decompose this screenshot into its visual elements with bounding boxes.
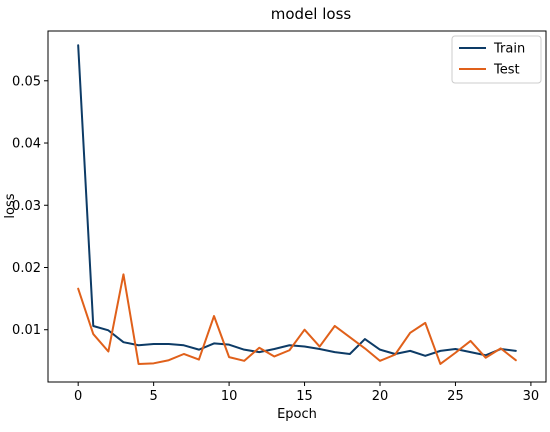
legend: Train Test — [451, 35, 542, 84]
y-tick-label: 0.04 — [12, 137, 41, 152]
plot-frame — [47, 30, 547, 383]
y-tick-label: 0.01 — [12, 323, 41, 338]
series-line-train — [77, 44, 517, 357]
y-tick-label: 0.03 — [12, 199, 41, 214]
y-axis: 0.01 0.02 0.03 0.04 0.05 — [12, 74, 48, 338]
series-line-test — [77, 273, 517, 365]
legend-label-test: Test — [493, 63, 520, 78]
x-tick-label: 30 — [523, 389, 540, 404]
series-layer — [77, 44, 517, 365]
y-tick-label: 0.05 — [12, 74, 41, 89]
x-tick-label: 5 — [149, 389, 157, 404]
x-tick-label: 25 — [447, 389, 464, 404]
x-tick-label: 0 — [74, 389, 82, 404]
y-axis-label: loss — [3, 193, 18, 218]
chart-title: model loss — [271, 5, 352, 23]
x-axis: 0 5 10 15 20 25 30 — [74, 382, 539, 404]
x-tick-label: 20 — [372, 389, 389, 404]
x-axis-label: Epoch — [277, 407, 317, 422]
x-tick-label: 15 — [296, 389, 313, 404]
x-tick-label: 10 — [221, 389, 238, 404]
y-tick-label: 0.02 — [12, 261, 41, 276]
legend-label-train: Train — [493, 42, 525, 57]
